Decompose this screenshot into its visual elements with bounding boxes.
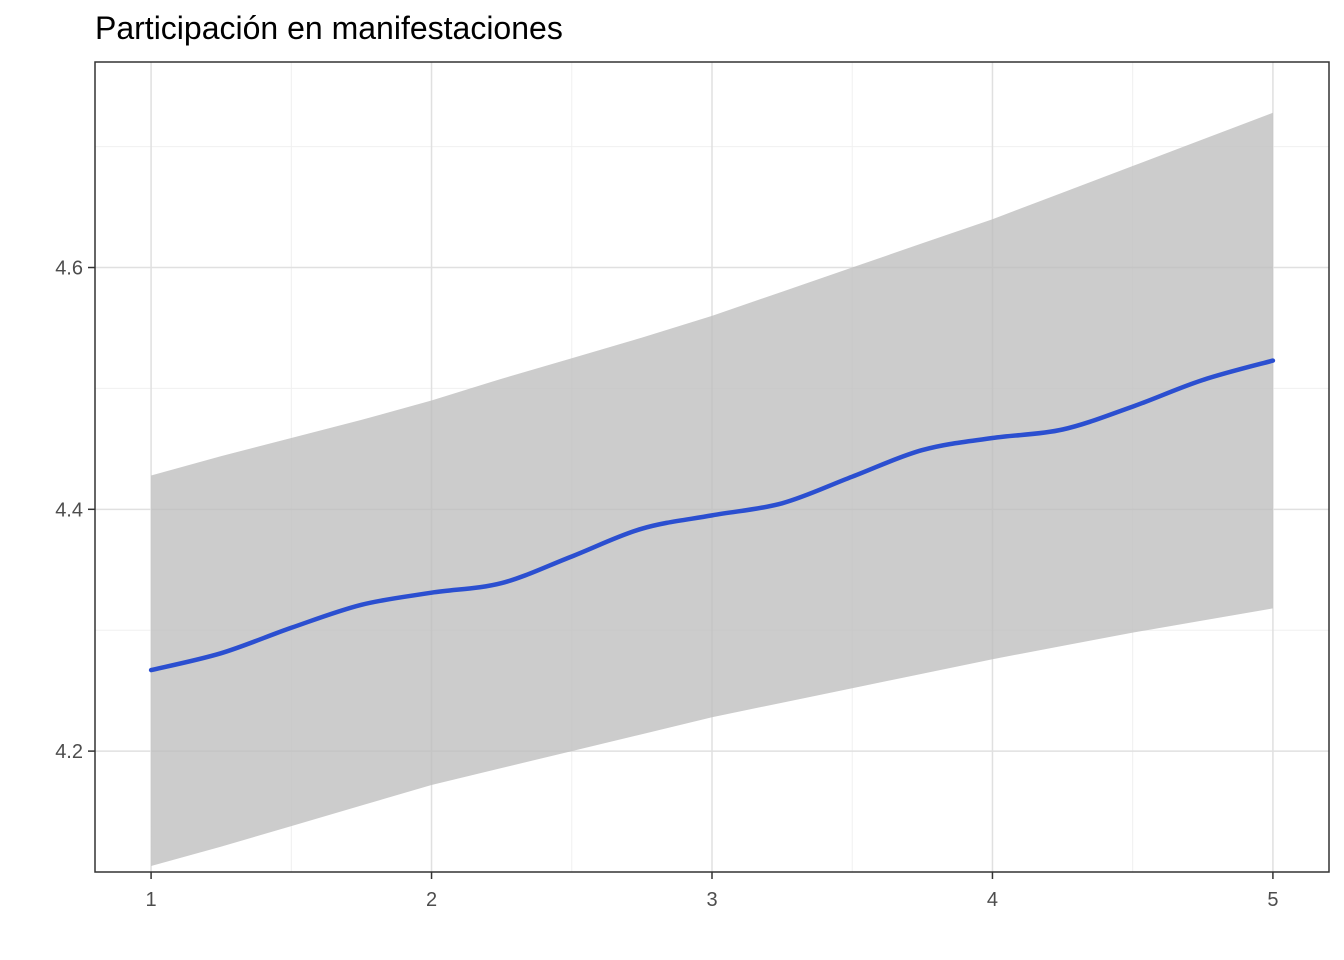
chart-title: Participación en manifestaciones <box>95 10 563 46</box>
x-tick-label: 4 <box>987 889 998 911</box>
y-tick-label: 4.2 <box>55 741 83 763</box>
y-tick-label: 4.4 <box>55 499 83 521</box>
x-tick-label: 5 <box>1267 889 1278 911</box>
confidence-ribbon <box>151 112 1273 867</box>
fitted-line <box>148 358 1276 673</box>
x-tick-label: 3 <box>706 889 717 911</box>
x-tick-label: 2 <box>426 889 437 911</box>
y-tick-label: 4.6 <box>55 258 83 280</box>
x-tick-label: 1 <box>146 889 157 911</box>
